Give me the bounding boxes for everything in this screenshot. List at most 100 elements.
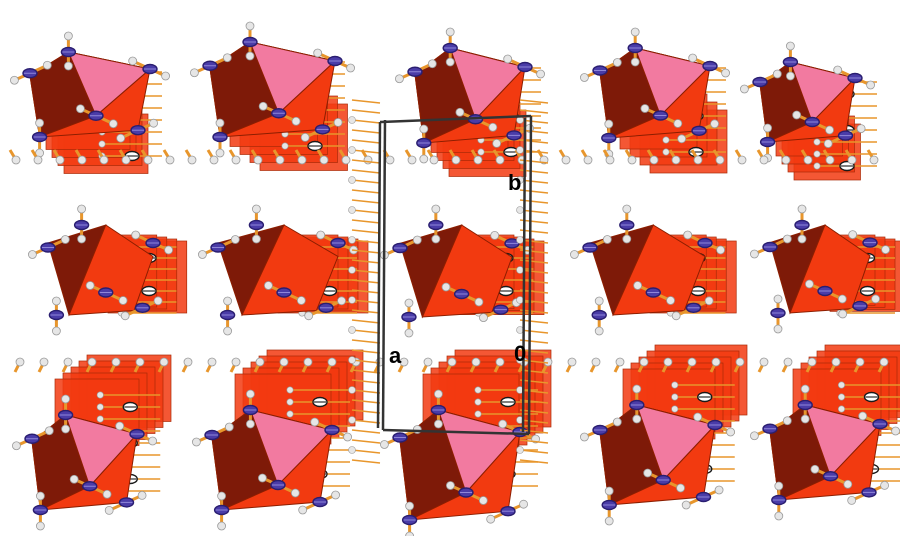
hydrogen-atom [431, 234, 441, 244]
bond [519, 419, 549, 424]
hydrogen-atom [327, 357, 337, 367]
hydrogen-atom [348, 296, 356, 304]
hydrogen-atom [714, 485, 724, 495]
hydrogen-atom [591, 357, 601, 367]
bond [351, 269, 381, 274]
hydrogen-atom [813, 138, 821, 146]
hydrogen-atom [612, 417, 622, 427]
hydrogen-atom [333, 118, 343, 127]
hydrogen-atom [153, 296, 163, 306]
hydrogen-atom [782, 234, 792, 244]
hydrogen-atom [843, 479, 853, 489]
hydrogen-atom [735, 357, 745, 367]
octahedron-side-face [241, 224, 339, 316]
bond [351, 399, 381, 404]
hydrogen-atom [726, 427, 735, 437]
hydrogen-atom [96, 415, 104, 423]
hydrogen-atom [693, 412, 703, 422]
hydrogen-atom [77, 234, 86, 244]
hydrogen-atom [253, 155, 263, 165]
hydrogen-atom [567, 357, 577, 367]
bond [351, 229, 381, 234]
hydrogen-atom [774, 511, 784, 521]
hydrogen-atom [304, 311, 314, 321]
hydrogen-atom [209, 155, 219, 165]
bond [351, 379, 381, 384]
hydrogen-atom [108, 119, 118, 129]
hydrogen-atom [561, 155, 571, 165]
hydrogen-atom [380, 440, 389, 449]
hydrogen-atom [662, 148, 670, 156]
hydrogen-atom [331, 490, 340, 500]
hydrogen-atom [516, 236, 524, 244]
octahedron-front-light [249, 409, 333, 486]
bond [351, 129, 381, 134]
hydrogen-atom [474, 398, 482, 406]
hydrogen-atom [750, 249, 759, 259]
hydrogen-atom [602, 235, 612, 244]
hydrogen-atom [604, 516, 614, 526]
hydrogen-atom [451, 155, 461, 165]
bond [519, 459, 549, 464]
hydrogen-atom [15, 357, 25, 367]
unit-cell-edge [521, 117, 527, 433]
hydrogen-atom [348, 146, 356, 154]
octahedron-front-light [789, 61, 856, 123]
hydrogen-atom [676, 483, 685, 493]
hydrogen-atom [52, 296, 61, 306]
bond [351, 239, 381, 244]
hydrogen-atom [880, 480, 889, 490]
hydrogen-atom [807, 357, 817, 367]
octahedron-front-light [449, 47, 526, 121]
hydrogen-atom [348, 446, 356, 454]
octahedron-front-light [804, 404, 881, 478]
hydrogen-atom [823, 139, 833, 149]
bond [351, 99, 381, 104]
hydrogen-atom [223, 326, 233, 336]
hydrogen-atom [297, 155, 307, 165]
bond [351, 419, 381, 424]
hydrogen-atom [85, 281, 95, 290]
bond [351, 169, 381, 174]
hydrogen-atom [419, 124, 429, 134]
hydrogen-atom [488, 122, 498, 132]
hydrogen-atom [813, 150, 821, 158]
hydrogen-atom [10, 75, 19, 85]
bond [351, 139, 381, 144]
hydrogen-atom [649, 155, 659, 165]
octahedron-front-light [636, 404, 716, 481]
hydrogen-atom [412, 425, 422, 434]
hydrogen-atom [217, 521, 227, 531]
hydrogen-atom [855, 357, 865, 367]
hydrogen-atom [96, 403, 104, 411]
bond [351, 219, 381, 224]
hydrogen-atom [11, 155, 21, 165]
hydrogen-atom [42, 60, 52, 70]
hydrogen-atom [39, 357, 49, 367]
hydrogen-atom [837, 381, 845, 389]
hydrogen-atom [495, 357, 505, 367]
hydrogen-atom [774, 481, 784, 491]
hydrogen-atom [291, 116, 301, 126]
hydrogen-atom [135, 357, 145, 367]
hydrogen-atom [837, 294, 847, 304]
hydrogen-atom [570, 250, 579, 259]
hydrogen-atom [223, 296, 233, 306]
hydrogen-atom [69, 474, 79, 484]
hydrogen-atom [348, 326, 356, 334]
hydrogen-atom [498, 419, 508, 429]
hydrogen-atom [594, 296, 604, 306]
hydrogen-atom [640, 104, 650, 113]
hydrogen-atom [838, 309, 848, 319]
bond [519, 449, 549, 454]
hydrogen-atom [198, 250, 207, 259]
hydrogen-atom [671, 405, 679, 413]
bond [351, 279, 381, 284]
hydrogen-atom [446, 481, 455, 490]
hydrogen-atom [52, 326, 61, 336]
hydrogen-atom [346, 63, 355, 73]
hydrogen-atom [693, 155, 703, 165]
bond [351, 389, 381, 394]
hydrogen-atom [622, 234, 632, 244]
